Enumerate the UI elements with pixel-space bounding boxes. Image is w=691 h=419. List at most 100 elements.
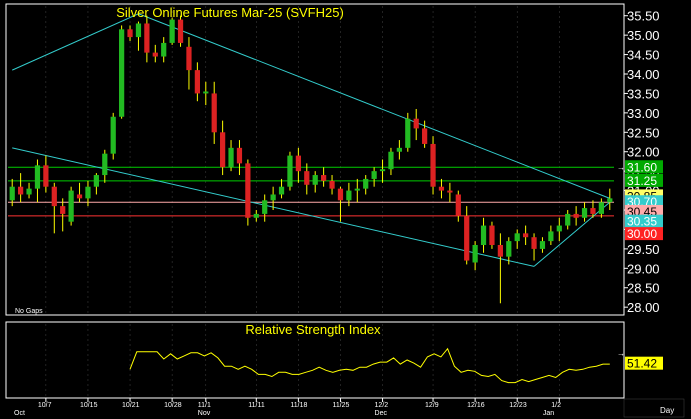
candle-down bbox=[211, 93, 217, 133]
candle-up bbox=[312, 175, 318, 185]
price-label-text: 31.60 bbox=[627, 160, 657, 174]
rsi-labels: 51.42 bbox=[625, 356, 663, 371]
x-tick-label: 10/7 bbox=[38, 402, 52, 409]
rsi-title: Relative Strength Index bbox=[245, 322, 381, 337]
candle-up bbox=[26, 188, 32, 195]
x-tick-label: 1/2 bbox=[551, 402, 561, 409]
candle-up bbox=[228, 147, 234, 168]
candle-up bbox=[354, 188, 360, 191]
x-tick-label: 11/1 bbox=[198, 402, 211, 409]
price-label-text: 30.00 bbox=[627, 227, 657, 241]
candle-down bbox=[413, 118, 419, 129]
rsi-line bbox=[129, 347, 610, 384]
candle-down bbox=[245, 163, 251, 218]
candle-down bbox=[186, 46, 192, 71]
candle-down bbox=[43, 165, 49, 187]
y-tick-label: 35.00 bbox=[627, 28, 660, 43]
price-label-box bbox=[625, 160, 663, 174]
price-chart-title: Silver Online Futures Mar-25 (SVFH25) bbox=[116, 5, 344, 20]
candle-down bbox=[430, 143, 436, 187]
candle-up bbox=[598, 202, 604, 214]
y-tick-label: 34.50 bbox=[627, 48, 660, 63]
rsi-arrow-icon: → bbox=[617, 349, 625, 358]
x-tick-label: 11/11 bbox=[248, 402, 265, 409]
candle-up bbox=[363, 178, 369, 189]
candle-up bbox=[85, 186, 91, 199]
candle-up bbox=[472, 244, 478, 263]
rsi-panel: 51.42 Relative Strength Index → bbox=[5, 321, 663, 399]
x-axis: 10/7 10/15 10/21 10/28 11/1 11/11 11/18 11/25 12… bbox=[14, 398, 561, 417]
candle-down bbox=[329, 180, 335, 189]
x-month-label: Dec bbox=[375, 410, 388, 417]
candle-down bbox=[337, 188, 344, 201]
candle-down bbox=[464, 215, 470, 261]
trendline-channel-upper bbox=[12, 13, 139, 71]
y-tick-label: 33.50 bbox=[627, 86, 660, 101]
candle-down bbox=[194, 70, 200, 94]
candle-up bbox=[396, 147, 402, 152]
candle-down bbox=[438, 186, 445, 191]
candle-down bbox=[531, 237, 537, 249]
x-tick-label: 11/18 bbox=[290, 402, 307, 409]
y-tick-label: 35.50 bbox=[627, 9, 660, 24]
x-tick-label: 11/25 bbox=[332, 402, 349, 409]
candle-down bbox=[304, 171, 310, 185]
candle-up bbox=[556, 225, 562, 232]
candle-down bbox=[76, 194, 83, 199]
candle-up bbox=[278, 186, 285, 195]
price-panel: 35.50 35.00 34.50 34.00 33.50 33.00 32.50 32.00… bbox=[5, 3, 663, 316]
period-label: Day bbox=[660, 406, 674, 415]
candle-up bbox=[119, 29, 125, 117]
candle-up bbox=[565, 213, 571, 226]
y-tick-label: 29.50 bbox=[627, 242, 660, 257]
candle-down bbox=[220, 132, 226, 168]
candle-up bbox=[371, 171, 377, 179]
price-panel-border bbox=[5, 3, 625, 316]
candle-up bbox=[169, 19, 175, 43]
candle-up bbox=[346, 190, 352, 201]
x-tick-label: 10/28 bbox=[164, 402, 182, 409]
rsi-last-value-box bbox=[625, 356, 663, 370]
rsi-series bbox=[129, 347, 610, 384]
candle-down bbox=[295, 155, 301, 172]
candle-down bbox=[127, 29, 133, 38]
rsi-grid bbox=[45, 324, 560, 396]
candle-up bbox=[607, 198, 613, 203]
candle-down bbox=[236, 147, 243, 164]
candle-up bbox=[581, 208, 588, 218]
candle-up bbox=[203, 91, 209, 94]
y-tick-label: 29.00 bbox=[627, 261, 660, 276]
trendline-channel-lower-2 bbox=[533, 201, 611, 267]
rsi-panel-border bbox=[5, 321, 625, 399]
trendline-channel-upper-2 bbox=[138, 13, 610, 199]
rsi-last-value-text: 51.42 bbox=[627, 357, 657, 371]
candle-down bbox=[422, 128, 428, 144]
last-price-arrow-icon: → bbox=[617, 163, 625, 172]
candle-down bbox=[447, 190, 453, 193]
no-gaps-note: No Gaps bbox=[15, 308, 43, 315]
candle-down bbox=[321, 175, 327, 181]
y-tick-label: 28.00 bbox=[627, 300, 660, 315]
candle-down bbox=[51, 186, 57, 207]
candle-up bbox=[161, 42, 167, 57]
y-tick-label: 34.00 bbox=[627, 67, 660, 82]
candle-up bbox=[34, 165, 41, 189]
price-label-box bbox=[625, 227, 663, 241]
candle-up bbox=[480, 225, 487, 245]
x-tick-label: 12/23 bbox=[509, 402, 527, 409]
candle-up bbox=[548, 231, 554, 242]
candle-up bbox=[9, 186, 15, 201]
x-tick-label: 12/2 bbox=[375, 402, 389, 409]
candle-down bbox=[455, 194, 461, 216]
candle-down bbox=[18, 186, 24, 195]
candle-up bbox=[506, 241, 512, 257]
y-tick-label: 28.50 bbox=[627, 281, 660, 296]
x-month-label: Oct bbox=[14, 410, 25, 417]
x-tick-label: 12/16 bbox=[467, 402, 485, 409]
candle-up bbox=[102, 153, 108, 176]
candle-up bbox=[514, 233, 520, 242]
x-tick-label: 12/9 bbox=[425, 402, 439, 409]
